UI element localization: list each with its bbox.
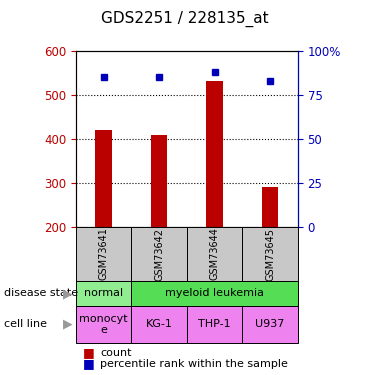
Bar — [187, 227, 242, 281]
Bar — [242, 306, 298, 343]
Text: disease state: disease state — [4, 288, 78, 298]
Text: GDS2251 / 228135_at: GDS2251 / 228135_at — [101, 11, 269, 27]
Text: count: count — [100, 348, 131, 357]
Bar — [187, 306, 242, 343]
Bar — [76, 227, 131, 281]
Text: KG-1: KG-1 — [146, 320, 172, 329]
Text: ▶: ▶ — [63, 318, 72, 331]
Bar — [76, 306, 131, 343]
Text: THP-1: THP-1 — [198, 320, 231, 329]
Text: GSM73641: GSM73641 — [98, 228, 109, 280]
Text: cell line: cell line — [4, 320, 47, 329]
Text: myeloid leukemia: myeloid leukemia — [165, 288, 264, 298]
Text: GSM73645: GSM73645 — [265, 228, 275, 280]
Text: monocyt
e: monocyt e — [79, 314, 128, 335]
Bar — [95, 130, 112, 227]
Bar — [131, 281, 298, 306]
Text: U937: U937 — [255, 320, 285, 329]
Text: ■: ■ — [83, 346, 95, 359]
Bar — [262, 187, 278, 227]
Text: normal: normal — [84, 288, 123, 298]
Bar — [131, 306, 187, 343]
Bar — [131, 227, 187, 281]
Text: GSM73642: GSM73642 — [154, 228, 164, 280]
Text: GSM73644: GSM73644 — [209, 228, 220, 280]
Bar — [151, 135, 168, 227]
Bar — [242, 227, 298, 281]
Text: ▶: ▶ — [63, 287, 72, 300]
Text: ■: ■ — [83, 357, 95, 370]
Text: percentile rank within the sample: percentile rank within the sample — [100, 359, 288, 369]
Bar — [206, 81, 223, 227]
Bar — [76, 281, 131, 306]
